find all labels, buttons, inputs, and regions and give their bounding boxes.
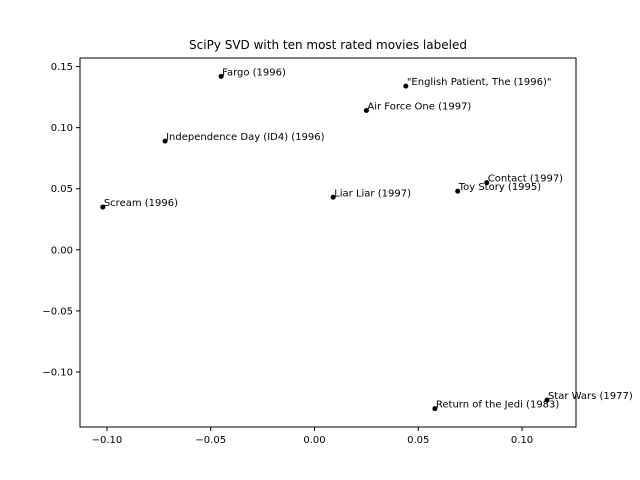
chart-title: SciPy SVD with ten most rated movies lab… xyxy=(189,38,467,52)
point-label: Scream (1996) xyxy=(104,198,178,209)
data-point xyxy=(162,138,168,144)
data-point xyxy=(100,204,106,210)
x-tick-label: −0.05 xyxy=(195,435,226,446)
point-label: "English Patient, The (1996)" xyxy=(407,77,552,88)
data-point xyxy=(363,108,369,114)
point-label: Fargo (1996) xyxy=(222,67,286,78)
point-label: Air Force One (1997) xyxy=(367,102,471,113)
data-point xyxy=(218,73,224,79)
data-point xyxy=(432,406,438,412)
point-label: Contact (1997) xyxy=(488,174,563,185)
y-tick-label: −0.10 xyxy=(42,368,73,379)
axes-frame xyxy=(79,57,577,428)
y-tick-label: −0.05 xyxy=(42,306,73,317)
point-label: Liar Liar (1997) xyxy=(334,188,411,199)
y-tick-label: 0.05 xyxy=(51,184,73,195)
x-tick-label: 0.10 xyxy=(511,435,533,446)
point-label: Star Wars (1977) xyxy=(548,391,633,402)
point-label: Toy Story (1995) xyxy=(458,182,542,193)
y-tick-label: 0.10 xyxy=(51,123,73,134)
point-label: Return of the Jedi (1983) xyxy=(436,400,560,411)
data-point xyxy=(484,180,490,186)
plot-area: −0.10 −0.05 0.00 0.05 0.10 −0.10 −0.05 0.00 0.05… xyxy=(42,62,633,446)
data-point xyxy=(455,188,461,194)
point-label: Independence Day (ID4) (1996) xyxy=(166,132,325,143)
y-tick-label: 0.15 xyxy=(51,62,73,73)
data-point xyxy=(403,83,409,89)
x-tick-label: 0.00 xyxy=(303,435,325,446)
data-point xyxy=(544,397,550,403)
data-point xyxy=(330,194,336,200)
x-tick-label: 0.05 xyxy=(407,435,429,446)
y-tick-label: 0.00 xyxy=(51,245,73,256)
x-tick-label: −0.10 xyxy=(92,435,123,446)
